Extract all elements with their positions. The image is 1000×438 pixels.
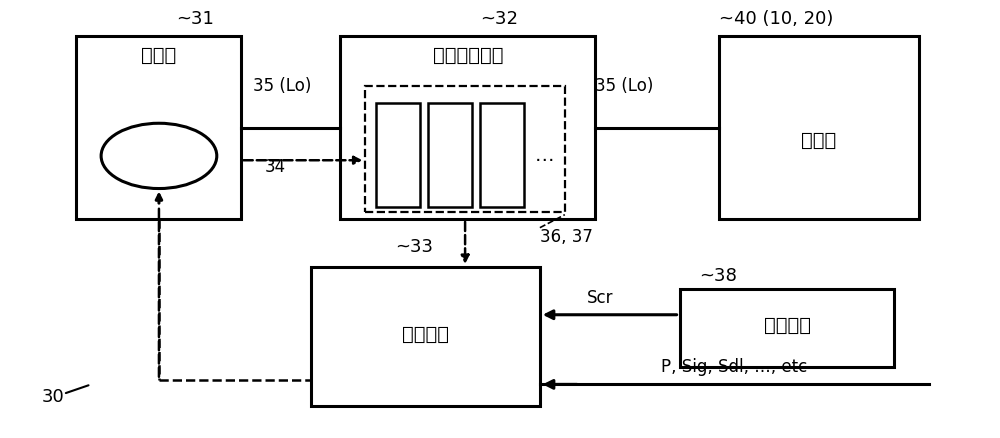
Bar <box>376 103 420 207</box>
Bar <box>428 103 472 207</box>
Bar <box>76 36 241 219</box>
Bar <box>340 36 595 219</box>
Bar <box>680 289 894 367</box>
Text: ~40 (10, 20): ~40 (10, 20) <box>719 10 834 28</box>
Text: ~33: ~33 <box>395 238 433 256</box>
Bar <box>719 36 919 219</box>
Text: 空气泵: 空气泵 <box>141 46 177 65</box>
Bar <box>480 103 524 207</box>
Ellipse shape <box>101 123 217 188</box>
Text: P, Sig, Sdl, …, etc: P, Sig, Sdl, …, etc <box>661 358 807 376</box>
Bar <box>311 267 540 406</box>
Text: …: … <box>535 146 555 166</box>
Text: ~32: ~32 <box>480 10 518 28</box>
Text: 空气袋: 空气袋 <box>801 131 837 150</box>
Text: 35 (Lo): 35 (Lo) <box>595 77 653 95</box>
Text: 35 (Lo): 35 (Lo) <box>253 77 311 95</box>
Text: ~38: ~38 <box>699 267 737 285</box>
Bar <box>365 86 565 212</box>
Text: 30: 30 <box>41 389 64 406</box>
Text: 34: 34 <box>265 158 286 176</box>
Text: 操作开关: 操作开关 <box>764 316 811 335</box>
Text: 36, 37: 36, 37 <box>540 228 593 246</box>
Text: 供排气阀装置: 供排气阀装置 <box>433 46 503 65</box>
Text: Scr: Scr <box>586 289 613 307</box>
Text: ~31: ~31 <box>176 10 214 28</box>
Text: 控制装置: 控制装置 <box>402 325 449 344</box>
